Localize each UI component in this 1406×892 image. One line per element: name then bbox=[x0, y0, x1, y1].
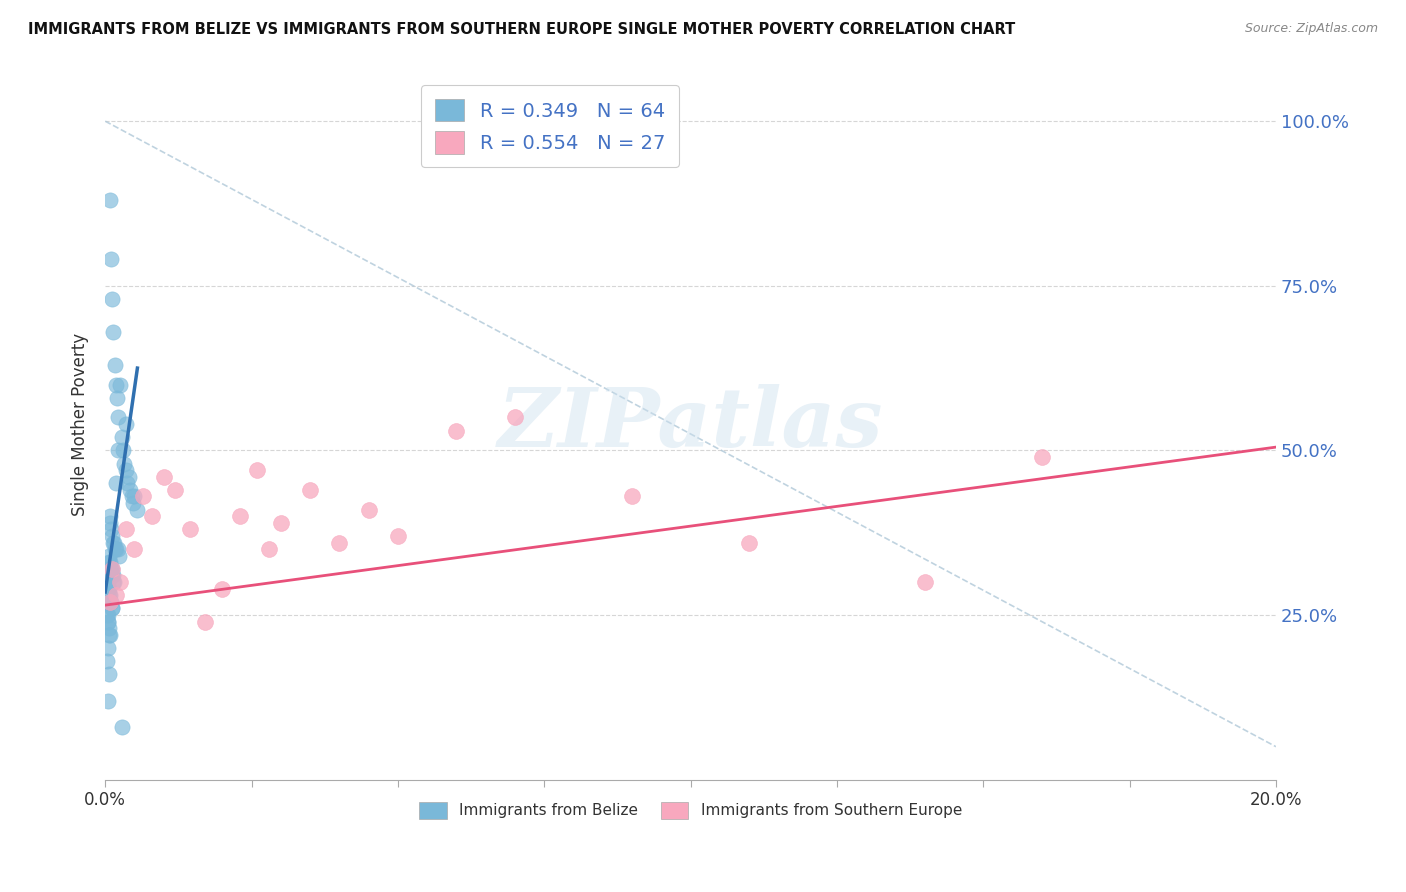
Point bbox=[1031, 450, 1053, 464]
Point bbox=[98, 509, 121, 524]
Point bbox=[98, 555, 121, 569]
Point bbox=[97, 615, 120, 629]
Point bbox=[229, 509, 252, 524]
Point bbox=[103, 535, 125, 549]
Point bbox=[112, 457, 135, 471]
Point bbox=[194, 615, 217, 629]
Point bbox=[104, 588, 127, 602]
Point bbox=[103, 358, 125, 372]
Point bbox=[101, 535, 124, 549]
Point bbox=[108, 575, 131, 590]
Text: Source: ZipAtlas.com: Source: ZipAtlas.com bbox=[1244, 22, 1378, 36]
Point bbox=[96, 654, 118, 668]
Point bbox=[621, 490, 644, 504]
Point bbox=[503, 410, 526, 425]
Point bbox=[98, 555, 121, 569]
Point bbox=[97, 621, 120, 635]
Point bbox=[108, 377, 131, 392]
Point bbox=[105, 391, 128, 405]
Point bbox=[246, 463, 269, 477]
Point bbox=[98, 588, 121, 602]
Point bbox=[100, 523, 122, 537]
Point bbox=[101, 292, 124, 306]
Text: ZIPatlas: ZIPatlas bbox=[498, 384, 883, 464]
Point bbox=[97, 667, 120, 681]
Point bbox=[257, 542, 280, 557]
Point bbox=[124, 490, 146, 504]
Point bbox=[110, 430, 132, 444]
Point bbox=[132, 490, 155, 504]
Point bbox=[96, 607, 118, 622]
Point bbox=[98, 628, 121, 642]
Point bbox=[114, 523, 136, 537]
Point bbox=[738, 535, 761, 549]
Point bbox=[98, 595, 121, 609]
Point bbox=[97, 582, 120, 596]
Legend: Immigrants from Belize, Immigrants from Southern Europe: Immigrants from Belize, Immigrants from … bbox=[413, 796, 969, 825]
Point bbox=[446, 424, 468, 438]
Point bbox=[103, 575, 125, 590]
Point bbox=[101, 562, 124, 576]
Point bbox=[97, 582, 120, 596]
Point bbox=[118, 483, 141, 497]
Point bbox=[100, 252, 122, 267]
Point bbox=[100, 516, 122, 530]
Point bbox=[97, 607, 120, 622]
Point bbox=[100, 562, 122, 576]
Point bbox=[98, 628, 121, 642]
Point bbox=[107, 549, 129, 563]
Point bbox=[114, 463, 136, 477]
Point bbox=[107, 542, 129, 557]
Y-axis label: Single Mother Poverty: Single Mother Poverty bbox=[72, 333, 89, 516]
Point bbox=[100, 562, 122, 576]
Point bbox=[117, 469, 139, 483]
Point bbox=[328, 535, 350, 549]
Point bbox=[104, 476, 127, 491]
Point bbox=[387, 529, 409, 543]
Point bbox=[101, 568, 124, 582]
Point bbox=[105, 542, 128, 557]
Point bbox=[165, 483, 187, 497]
Point bbox=[96, 615, 118, 629]
Point bbox=[111, 443, 134, 458]
Point bbox=[100, 595, 122, 609]
Point bbox=[98, 588, 121, 602]
Point bbox=[100, 529, 122, 543]
Point bbox=[152, 469, 174, 483]
Point bbox=[103, 575, 125, 590]
Point bbox=[96, 640, 118, 655]
Point bbox=[100, 601, 122, 615]
Point bbox=[270, 516, 292, 530]
Point bbox=[211, 582, 233, 596]
Point bbox=[121, 490, 143, 504]
Point bbox=[101, 568, 124, 582]
Point bbox=[107, 443, 129, 458]
Point bbox=[104, 377, 127, 392]
Point bbox=[914, 575, 936, 590]
Point bbox=[98, 193, 121, 207]
Point bbox=[103, 325, 125, 339]
Point bbox=[107, 410, 129, 425]
Point bbox=[100, 595, 122, 609]
Point bbox=[124, 542, 146, 557]
Point bbox=[122, 496, 145, 510]
Point bbox=[117, 476, 139, 491]
Point bbox=[114, 417, 136, 431]
Point bbox=[299, 483, 322, 497]
Point bbox=[104, 542, 127, 557]
Point bbox=[96, 575, 118, 590]
Point bbox=[97, 549, 120, 563]
Point bbox=[97, 693, 120, 707]
Point bbox=[100, 562, 122, 576]
Text: IMMIGRANTS FROM BELIZE VS IMMIGRANTS FROM SOUTHERN EUROPE SINGLE MOTHER POVERTY : IMMIGRANTS FROM BELIZE VS IMMIGRANTS FRO… bbox=[28, 22, 1015, 37]
Point bbox=[110, 720, 132, 734]
Point bbox=[357, 502, 380, 516]
Point bbox=[101, 601, 124, 615]
Point bbox=[141, 509, 163, 524]
Point bbox=[179, 523, 201, 537]
Point bbox=[127, 502, 149, 516]
